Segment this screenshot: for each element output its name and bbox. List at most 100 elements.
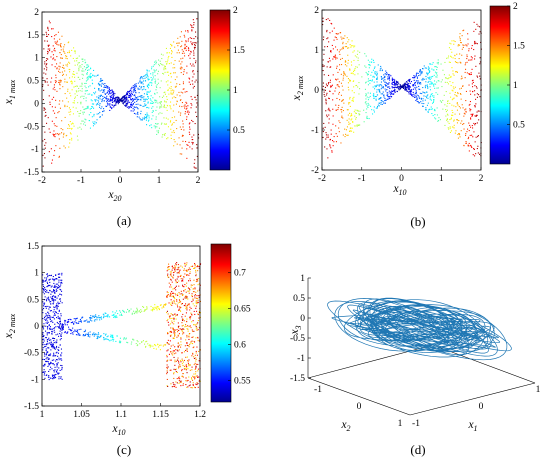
panel-c-point [166, 354, 168, 356]
panel-b-point [325, 134, 327, 136]
panel-c-point [62, 327, 64, 329]
panel-b-point [459, 113, 461, 115]
panel-b-point [327, 134, 329, 136]
panel-a-point [194, 48, 196, 50]
panel-c-point [93, 333, 95, 335]
panel-a-point [77, 102, 79, 104]
panel-a-cbar-label: 2 [233, 6, 238, 16]
panel-c-point [152, 308, 154, 310]
panel-b-point [381, 103, 383, 105]
panel-b-point [429, 79, 431, 81]
panel-a-point [149, 90, 151, 92]
panel-c-point [53, 286, 55, 288]
panel-b-point [349, 44, 351, 46]
panel-c-point [170, 278, 172, 280]
panel-b-point [426, 104, 428, 106]
panel-a-point [137, 82, 139, 84]
panel-a-point [59, 133, 61, 135]
panel-b-point [457, 93, 459, 95]
panel-a-point [176, 42, 178, 44]
panel-b-point [397, 81, 399, 83]
panel-b-point [427, 111, 429, 113]
panel-c-point [105, 312, 107, 314]
panel-c-point [44, 346, 46, 348]
panel-c-point [131, 341, 133, 343]
panel-a-point [52, 54, 54, 56]
panel-b-point [366, 96, 368, 98]
panel-b-point [460, 93, 462, 95]
panel-b-point [468, 48, 470, 50]
panel-c-point [48, 370, 50, 372]
panel-b-point [444, 124, 446, 126]
panel-b-point [372, 94, 374, 96]
panel-b-point [446, 105, 448, 107]
panel-c-point [159, 304, 161, 306]
panel-a-point [166, 98, 168, 100]
panel-b-point [416, 98, 418, 100]
panel-a-point [187, 47, 189, 49]
panel-b-point [352, 73, 354, 75]
panel-a-point [148, 78, 150, 80]
panel-a-point [87, 66, 89, 68]
panel-a-point [88, 114, 90, 116]
panel-b-point [357, 57, 359, 59]
panel-c-point [84, 320, 86, 322]
panel-c-point [141, 341, 143, 343]
panel-c-point [47, 332, 49, 334]
panel-b-point [469, 103, 471, 105]
panel-c-point [186, 274, 188, 276]
panel-c-point [198, 376, 200, 378]
panel-a-point [194, 46, 196, 48]
panel-a-point [162, 72, 164, 74]
panel-b-point [450, 55, 452, 57]
panel-b-point [366, 117, 368, 119]
panel-c-point [84, 334, 86, 336]
panel-a-point [192, 87, 194, 89]
panel-a-point [147, 76, 149, 78]
panel-a-point [134, 87, 136, 89]
panel-b-point [368, 71, 370, 73]
panel-b-point [474, 43, 476, 45]
panel-a-point [71, 137, 73, 139]
panel-b-point [417, 101, 419, 103]
panel-a-point [129, 94, 131, 96]
panel-a-point [55, 117, 57, 119]
panel-c-point [54, 331, 56, 333]
panel-a-point [99, 98, 101, 100]
panel-a-point [53, 38, 55, 40]
panel-b-point [335, 125, 337, 127]
panel-c-point [53, 289, 55, 291]
panel-b-point [325, 101, 327, 103]
panel-c-point [59, 273, 61, 275]
panel-b-point [372, 75, 374, 77]
panel-c-point [172, 277, 174, 279]
panel-b-point [445, 91, 447, 93]
panel-a-point [159, 107, 161, 109]
panel-a-point [166, 61, 168, 63]
panel-a-point [93, 115, 95, 117]
panel-c-point [186, 328, 188, 330]
panel-b-point [435, 118, 437, 120]
panel-a-point [107, 103, 109, 105]
panel-c-point [61, 329, 63, 331]
panel-a-point [128, 94, 130, 96]
panel-a-point [131, 105, 133, 107]
panel-b-point [387, 83, 389, 85]
panel-b-point [460, 62, 462, 64]
panel-a-point [182, 134, 184, 136]
panel-b-point [471, 57, 473, 59]
panel-a-point [113, 96, 115, 98]
panel-c-point [55, 296, 57, 298]
panel-a-point [69, 127, 71, 129]
panel-b-point [462, 44, 464, 46]
panel-a-point [90, 99, 92, 101]
panel-b-point [376, 94, 378, 96]
panel-a-point [102, 79, 104, 81]
panel-c-point [96, 333, 98, 335]
panel-b-point [436, 76, 438, 78]
panel-c-point [42, 339, 44, 341]
panel-b-point [479, 61, 481, 63]
panel-b-point [375, 96, 377, 98]
panel-c-point [181, 358, 183, 360]
panel-c-point [188, 336, 190, 338]
